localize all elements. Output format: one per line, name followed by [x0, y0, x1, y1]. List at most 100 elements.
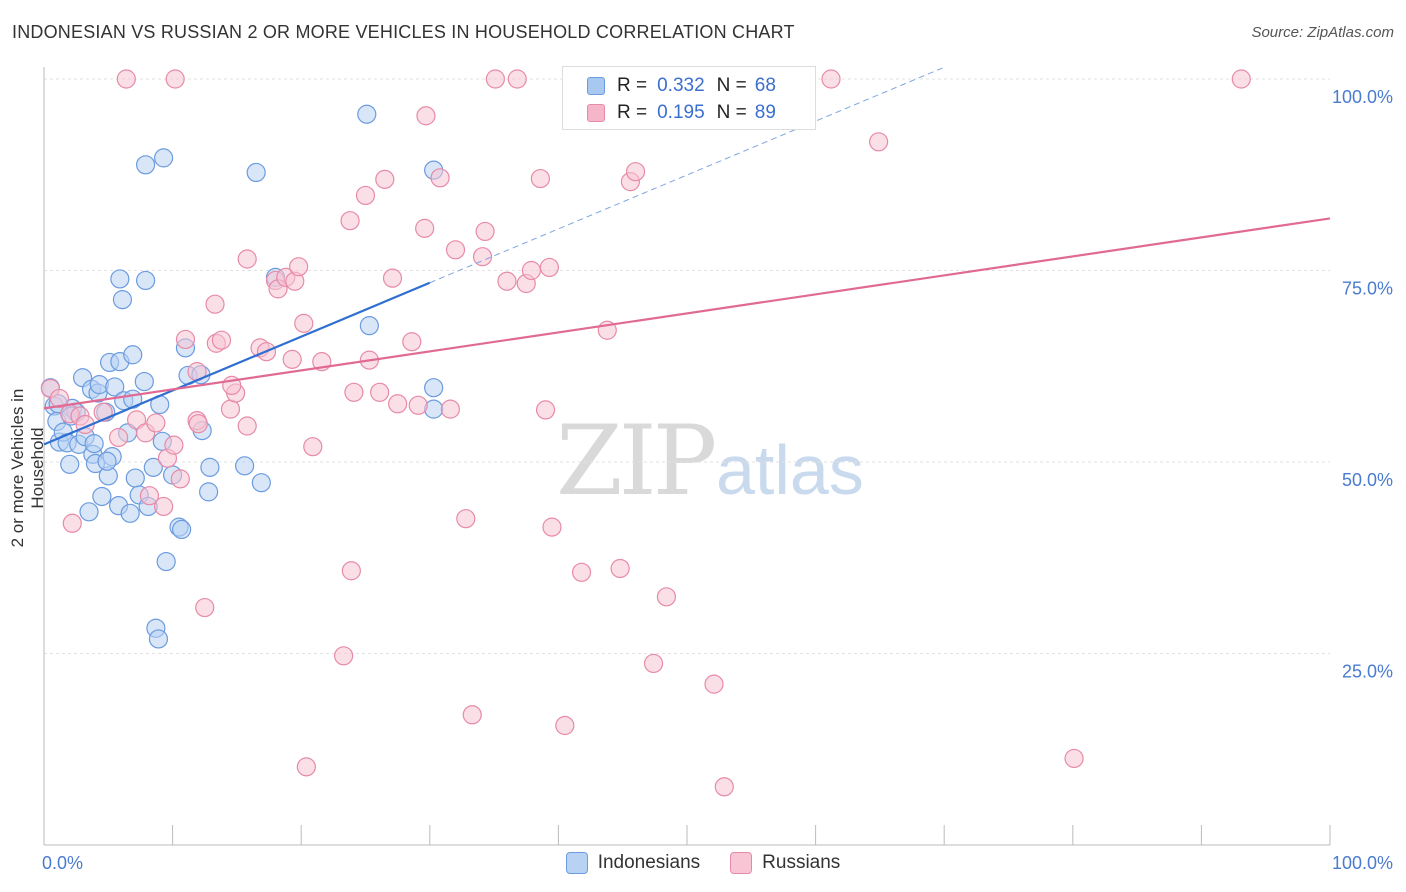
russians-point — [485, 69, 505, 89]
russians-point — [165, 69, 185, 89]
indonesians-point — [120, 503, 140, 523]
indonesians-point — [357, 104, 377, 124]
russians-point — [237, 249, 257, 269]
russians-point — [205, 294, 225, 314]
legend-row-indonesians: R = 0.332 N = 68 — [587, 75, 776, 97]
indonesians-point — [60, 454, 80, 474]
indonesians-point — [110, 269, 130, 289]
russians-point — [507, 69, 527, 89]
n-value: 89 — [754, 102, 776, 123]
russians-point — [402, 332, 422, 352]
russians-point — [220, 399, 241, 419]
legend-item-russians[interactable]: Russians — [730, 852, 840, 874]
russians-point — [625, 162, 646, 182]
russians-point — [382, 268, 403, 288]
russians-point — [355, 185, 376, 206]
legend-item-indonesians[interactable]: Indonesians — [565, 852, 701, 874]
russians-point — [62, 513, 82, 533]
r-value: 0.332 — [657, 75, 705, 96]
r-label: R = — [617, 102, 648, 123]
russians-point — [704, 674, 724, 694]
russians-point — [462, 705, 482, 725]
russians-point — [334, 646, 354, 666]
russians-point — [375, 169, 395, 189]
indonesians-point — [97, 451, 117, 471]
indonesians-point — [123, 345, 143, 365]
russians-point — [175, 329, 196, 350]
legend-swatch-indonesians — [587, 77, 605, 95]
russians-point — [539, 257, 559, 278]
russians-trend-line — [43, 217, 1331, 410]
russians-point — [188, 414, 208, 434]
y-tick-label: 75.0% — [1342, 279, 1393, 299]
indonesians-point — [135, 155, 156, 175]
indonesians-point — [143, 457, 163, 477]
russians-point — [472, 247, 493, 267]
y-tick-label: 50.0% — [1342, 470, 1393, 490]
watermark-atlas: atlas — [716, 431, 864, 509]
russians-point — [497, 271, 517, 291]
russians-point — [475, 221, 495, 242]
r-value: 0.195 — [657, 102, 705, 123]
russians-point — [116, 69, 136, 89]
russians-point — [139, 486, 160, 506]
russians-point — [296, 757, 316, 777]
n-label: N = — [716, 75, 747, 96]
russians-point — [535, 400, 556, 420]
russians-point — [571, 562, 592, 582]
indonesians-point — [112, 290, 133, 310]
russians-point — [530, 168, 550, 189]
legend-swatch-indonesians — [565, 852, 588, 874]
indonesians-point — [235, 456, 255, 476]
indonesians-point — [79, 502, 99, 522]
russians-point — [821, 69, 841, 89]
legend-swatch-russians — [730, 852, 753, 874]
russians-point — [542, 517, 562, 537]
russians-point — [344, 382, 364, 402]
indonesians-point — [246, 162, 266, 183]
indonesians-point — [199, 482, 219, 502]
russians-point — [714, 777, 734, 797]
russians-point — [146, 413, 166, 433]
russians-point — [289, 257, 309, 277]
y-tick-label: 25.0% — [1342, 662, 1393, 682]
series-legend: Indonesians Russians — [0, 852, 1406, 874]
legend-label-russians: Russians — [762, 852, 841, 873]
indonesians-point — [424, 378, 444, 398]
legend-label-indonesians: Indonesians — [597, 852, 701, 873]
russians-point — [341, 561, 361, 581]
indonesians-point — [84, 434, 104, 454]
russians-point — [656, 587, 677, 607]
russians-point — [445, 240, 466, 260]
russians-point — [153, 496, 174, 517]
x-tick-label: 0.0% — [42, 853, 83, 873]
russians-point — [430, 168, 450, 188]
russians-point — [195, 597, 215, 618]
indonesians-point — [153, 148, 174, 168]
indonesians-point — [251, 473, 271, 493]
russians-point — [282, 349, 302, 369]
russians-point — [869, 132, 889, 152]
indonesians-point — [172, 519, 192, 540]
russians-point — [211, 330, 232, 350]
russians-point — [643, 653, 664, 674]
indonesians-trend-line — [43, 281, 431, 446]
russians-point — [370, 382, 390, 402]
russians-point — [294, 313, 314, 333]
russians-point — [170, 469, 190, 489]
indonesians-point — [105, 377, 125, 397]
russians-point — [340, 211, 360, 231]
russians-point — [1231, 69, 1251, 89]
russians-point — [164, 435, 184, 455]
chart-title: INDONESIAN VS RUSSIAN 2 OR MORE VEHICLES… — [12, 22, 795, 42]
y-tick-label: 100.0% — [1332, 87, 1393, 107]
russians-point — [440, 399, 460, 419]
russians-point — [388, 394, 408, 414]
russians-point — [303, 437, 323, 457]
russians-point — [237, 416, 257, 436]
russians-point — [108, 427, 129, 448]
russians-point — [408, 395, 428, 415]
russians-point — [1064, 748, 1084, 769]
legend-swatch-russians — [587, 104, 605, 122]
